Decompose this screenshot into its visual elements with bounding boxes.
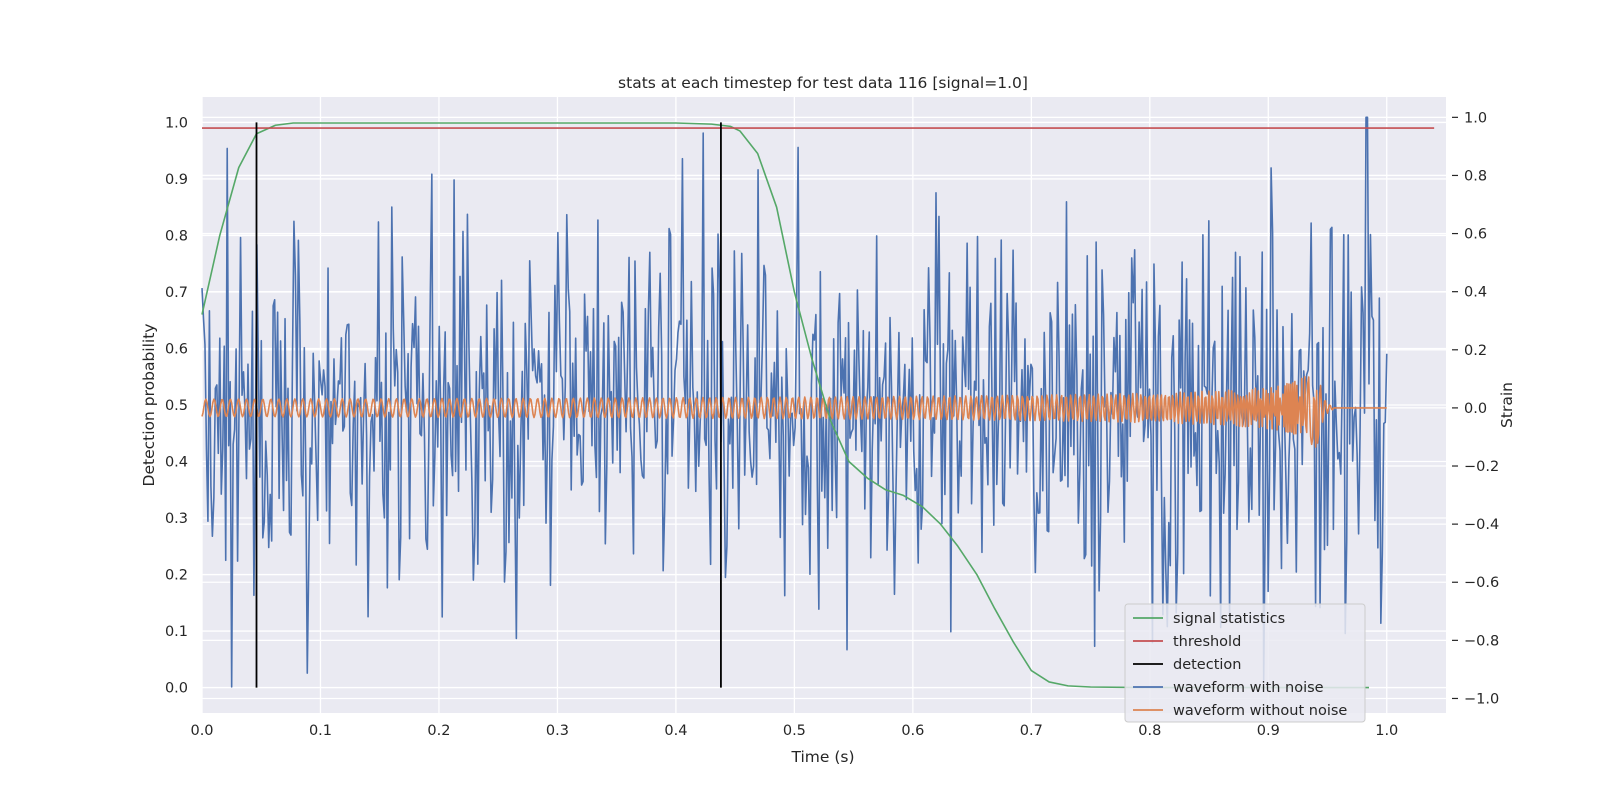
y-right-tick-label: 0.4 [1464,285,1487,301]
y-axis-right-label: Strain [1498,382,1516,428]
y-axis-left: 0.0 0.1 0.2 0.3 0.4 0.5 0.6 0.7 0.8 0.9 1.0 [165,115,188,696]
y-right-tick-label: 0.2 [1464,343,1487,359]
y-left-tick-label: 0.4 [165,455,188,471]
y-axis-right: −1.0 −0.8 −0.6 −0.4 −0.2 0.0 0.2 0.4 0.6 0.8 1.0 [1452,110,1499,707]
x-tick-label: 0.7 [1020,723,1043,739]
y-left-tick-label: 0.0 [165,681,188,697]
y-right-tick-label: −0.8 [1464,633,1499,649]
series-signal-statistics [201,122,1369,689]
y-left-tick-label: 0.8 [165,228,188,244]
y-left-tick-label: 0.2 [165,568,188,584]
chart-title: stats at each timestep for test data 116… [618,74,1028,92]
y-left-tick-label: 0.5 [165,398,188,414]
y-right-tick-label: 0.0 [1464,401,1487,417]
legend-label: signal statistics [1173,611,1285,627]
y-right-tick-label: 0.6 [1464,227,1487,243]
x-tick-label: 1.0 [1375,723,1398,739]
y-right-tick-label: −0.4 [1464,517,1499,533]
legend-label: detection [1173,657,1241,673]
x-axis-label: Time (s) [790,748,854,766]
y-left-tick-label: 0.6 [165,341,188,357]
y-right-tick-label: 1.0 [1464,110,1487,126]
y-left-tick-label: 0.9 [165,172,188,188]
y-right-tick-label: −0.6 [1464,575,1499,591]
legend: signal statistics threshold detection wavef… [1124,603,1366,723]
y-left-tick-label: 0.1 [165,624,188,640]
legend-label: waveform without noise [1173,703,1347,719]
series-layer [201,116,1435,689]
y-left-tick-label: 1.0 [165,115,188,131]
x-tick-label: 0.0 [190,723,213,739]
series-waveform-with-noise [201,116,1388,688]
y-left-tick-label: 0.3 [165,511,188,527]
x-tick-label: 0.8 [1138,723,1161,739]
y-right-tick-label: −0.2 [1464,459,1499,475]
legend-label: waveform with noise [1173,680,1324,696]
x-tick-label: 0.9 [1257,723,1280,739]
x-tick-label: 0.2 [427,723,450,739]
x-tick-label: 0.6 [901,723,924,739]
x-tick-label: 0.1 [309,723,332,739]
y-axis-left-label: Detection probability [140,324,158,487]
x-tick-label: 0.3 [546,723,569,739]
x-tick-label: 0.5 [783,723,806,739]
legend-box [1124,603,1366,723]
x-axis: 0.0 0.1 0.2 0.3 0.4 0.5 0.6 0.7 0.8 0.9 1.0 [190,723,1398,739]
y-right-tick-label: −1.0 [1464,691,1499,707]
legend-label: threshold [1173,634,1241,650]
series-waveform-without-noise [201,375,1387,448]
x-tick-label: 0.4 [664,723,687,739]
y-left-tick-label: 0.7 [165,285,188,301]
y-right-tick-label: 0.8 [1464,168,1487,184]
